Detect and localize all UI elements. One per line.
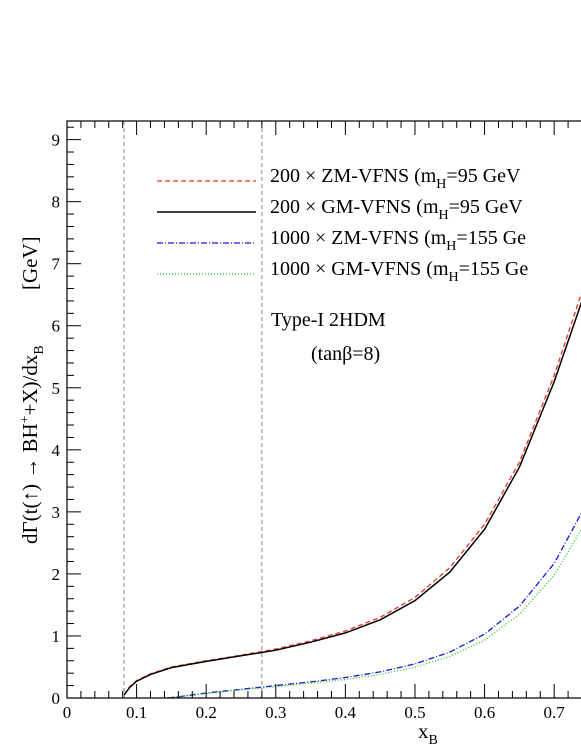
x-tick-label: 0.6: [474, 703, 495, 722]
y-axis-label-part-1: dΓ(t(: [18, 502, 42, 544]
legend-label-subscript: H: [449, 270, 459, 285]
series-layer: [123, 292, 581, 699]
y-tick-label: 5: [52, 379, 61, 398]
x-axis-label-sub: B: [429, 733, 438, 748]
legend-label-subscript: H: [446, 239, 456, 254]
legend-label-2: 200 × GM-VFNS (mH=95 GeV: [270, 196, 523, 223]
y-tick-label: 9: [52, 131, 61, 150]
x-tick-label: 0: [63, 703, 72, 722]
x-tick-label: 0.3: [265, 703, 286, 722]
legend-label-prefix: 1000 × GM-VFNS (m: [270, 258, 449, 280]
legend-label-3: 1000 × ZM-VFNS (mH=155 Ge: [270, 227, 526, 254]
series-line-2: [123, 301, 581, 696]
plot-frame: [66, 120, 581, 699]
y-tick-label: 0: [52, 689, 61, 708]
model-annotation: Type-I 2HDM: [271, 309, 386, 331]
y-tick-label: 2: [52, 565, 61, 584]
legend-label-prefix: 1000 × ZM-VFNS (m: [270, 227, 447, 249]
x-axis-label: xB: [418, 719, 438, 748]
y-tick-label: 4: [52, 441, 61, 460]
x-tick-label: 0.2: [196, 703, 217, 722]
legend-label-prefix: 200 × GM-VFNS (m: [270, 196, 439, 218]
y-tick-label: 3: [52, 503, 61, 522]
y-axis-label-part-3: ) → BH: [18, 423, 42, 491]
y-tick-label: 1: [52, 627, 61, 646]
series-line-3: [167, 512, 581, 699]
y-axis-label: dΓ(t(↑) → BH++X)/dxB: [18, 345, 47, 544]
legend-label-suffix: =95 GeV: [449, 196, 524, 218]
legend-label-suffix: =155 Ge: [456, 227, 526, 249]
legend-label-subscript: H: [436, 177, 446, 192]
y-axis-label-part-5: +X)/dx: [18, 354, 42, 415]
legend-label-suffix: =155 Ge: [459, 258, 529, 280]
axis-ticks: 0 0.1 0.2 0.3 0.4 0.5 0.6 0.7 0 1 2 3 4 5 6 7 8 9: [52, 121, 569, 722]
legend-label-1: 200 × ZM-VFNS (mH=95 GeV: [270, 165, 521, 192]
y-tick-label: 7: [52, 255, 61, 274]
y-axis-label-part-4: +: [18, 415, 33, 423]
legend-label-suffix: =95 GeV: [446, 165, 521, 187]
param-annotation: (tanβ=8): [311, 343, 380, 365]
legend-label-4: 1000 × GM-VFNS (mH=155 Ge: [270, 258, 528, 285]
x-tick-label: 0.5: [404, 703, 425, 722]
y-axis-label-part-6: B: [32, 345, 47, 354]
x-tick-label: 0.4: [335, 703, 357, 722]
legend-label-prefix: 200 × ZM-VFNS (m: [270, 165, 437, 187]
y-tick-label: 8: [52, 193, 61, 212]
x-axis-label-main: x: [418, 719, 429, 743]
y-axis-unit: [GeV]: [18, 236, 42, 290]
y-tick-label: 6: [52, 317, 61, 336]
x-tick-label: 0.1: [126, 703, 147, 722]
y-axis-label-part-2: ↑: [18, 491, 42, 502]
series-line-4: [167, 529, 581, 699]
vertical-reference-lines: [123, 121, 263, 698]
x-tick-label: 0.7: [544, 703, 566, 722]
legend-label-subscript: H: [439, 208, 449, 223]
